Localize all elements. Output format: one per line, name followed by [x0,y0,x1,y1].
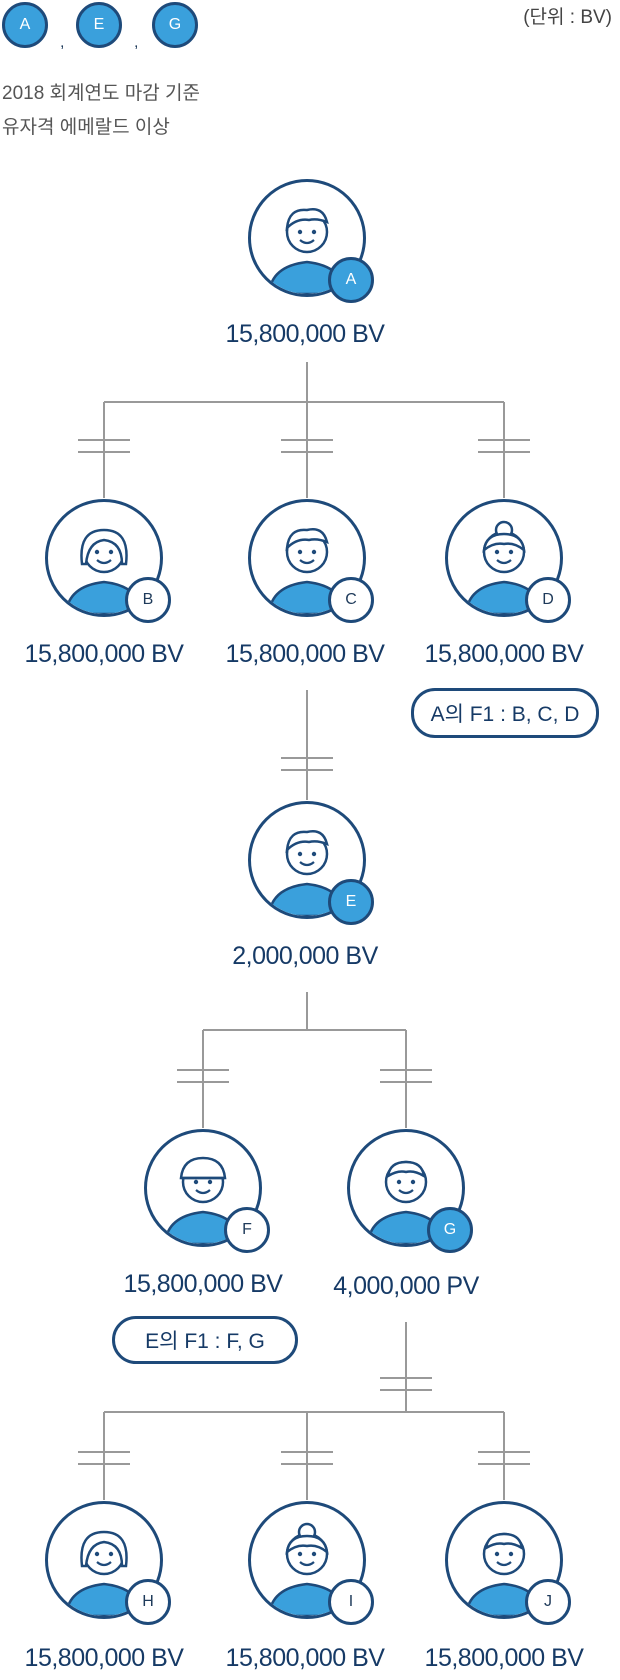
member-d: D [445,499,571,623]
person-icon [267,1522,347,1616]
member-badge: A [328,257,374,303]
member-j: J [445,1501,571,1625]
member-badge: F [224,1207,270,1253]
member-badge: J [525,1579,571,1625]
qualifier-label: A [19,16,31,33]
person-icon [163,1156,243,1244]
person-icon [366,1160,446,1244]
member-badge: G [427,1207,473,1253]
avatar [347,1129,465,1247]
member-value: 15,800,000 BV [424,640,584,668]
member-value: 15,800,000 BV [225,1644,385,1672]
qualifier-badge-e: E [76,2,122,48]
person-icon [64,528,144,614]
member-value: 15,800,000 BV [24,640,184,668]
basis-note-line1: 2018 회계연도 마감 기준 [2,83,200,104]
member-value: 15,800,000 BV [123,1270,283,1298]
member-c: C [248,499,374,623]
member-value: 2,000,000 BV [232,942,378,970]
avatar [248,1501,366,1619]
avatar [445,1501,563,1619]
member-b: B [45,499,171,623]
member-badge: D [525,577,571,623]
separator: , [134,34,139,51]
member-value: 15,800,000 BV [24,1644,184,1672]
person-icon [267,528,347,614]
person-icon [64,1530,144,1616]
qualifier-label: G [168,16,182,33]
person-icon [267,208,347,294]
member-e: E [248,801,374,925]
member-f: F [144,1129,270,1253]
qualifier-badge-a: A [2,2,48,48]
basis-note-line2: 유자격 에메랄드 이상 [2,117,170,138]
member-badge: I [328,1579,374,1625]
avatar [144,1129,262,1247]
person-icon [464,520,544,614]
member-badge: C [328,577,374,623]
separator: , [60,34,65,51]
member-a: A [248,179,374,303]
member-value: 15,800,000 BV [225,640,385,668]
f1-note-e: E의 F1 : F, G [112,1316,298,1364]
unit-label: (단위 : BV) [523,7,612,28]
member-value: 15,800,000 BV [225,320,385,348]
member-badge: E [328,879,374,925]
member-h: H [45,1501,171,1625]
member-badge: H [125,1579,171,1625]
f1-note-a: A의 F1 : B, C, D [411,688,599,738]
member-value: 4,000,000 PV [333,1272,479,1300]
member-value: 15,800,000 BV [424,1644,584,1672]
member-badge: B [125,577,171,623]
qualifier-label: E [93,16,105,33]
member-i: I [248,1501,374,1625]
person-icon [267,830,347,916]
member-g: G [347,1129,473,1253]
qualifier-badge-g: G [152,2,198,48]
